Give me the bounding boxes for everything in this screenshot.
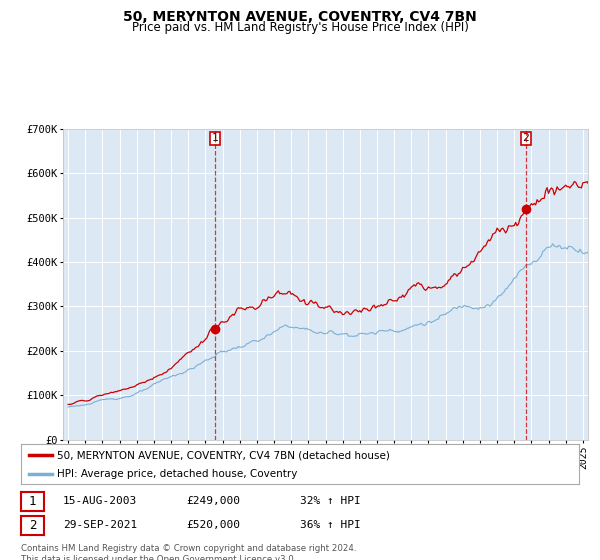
Text: 50, MERYNTON AVENUE, COVENTRY, CV4 7BN (detached house): 50, MERYNTON AVENUE, COVENTRY, CV4 7BN (…: [57, 450, 390, 460]
Text: 32% ↑ HPI: 32% ↑ HPI: [300, 496, 361, 506]
Text: 15-AUG-2003: 15-AUG-2003: [63, 496, 137, 506]
Text: £249,000: £249,000: [186, 496, 240, 506]
Text: 1: 1: [29, 495, 36, 508]
Text: Price paid vs. HM Land Registry's House Price Index (HPI): Price paid vs. HM Land Registry's House …: [131, 21, 469, 34]
Text: 50, MERYNTON AVENUE, COVENTRY, CV4 7BN: 50, MERYNTON AVENUE, COVENTRY, CV4 7BN: [123, 10, 477, 24]
Text: Contains HM Land Registry data © Crown copyright and database right 2024.
This d: Contains HM Land Registry data © Crown c…: [21, 544, 356, 560]
Text: 2: 2: [29, 519, 36, 532]
Text: 29-SEP-2021: 29-SEP-2021: [63, 520, 137, 530]
Text: 2: 2: [522, 133, 529, 143]
Text: HPI: Average price, detached house, Coventry: HPI: Average price, detached house, Cove…: [57, 469, 298, 479]
Text: 36% ↑ HPI: 36% ↑ HPI: [300, 520, 361, 530]
Text: £520,000: £520,000: [186, 520, 240, 530]
Text: 1: 1: [212, 133, 219, 143]
